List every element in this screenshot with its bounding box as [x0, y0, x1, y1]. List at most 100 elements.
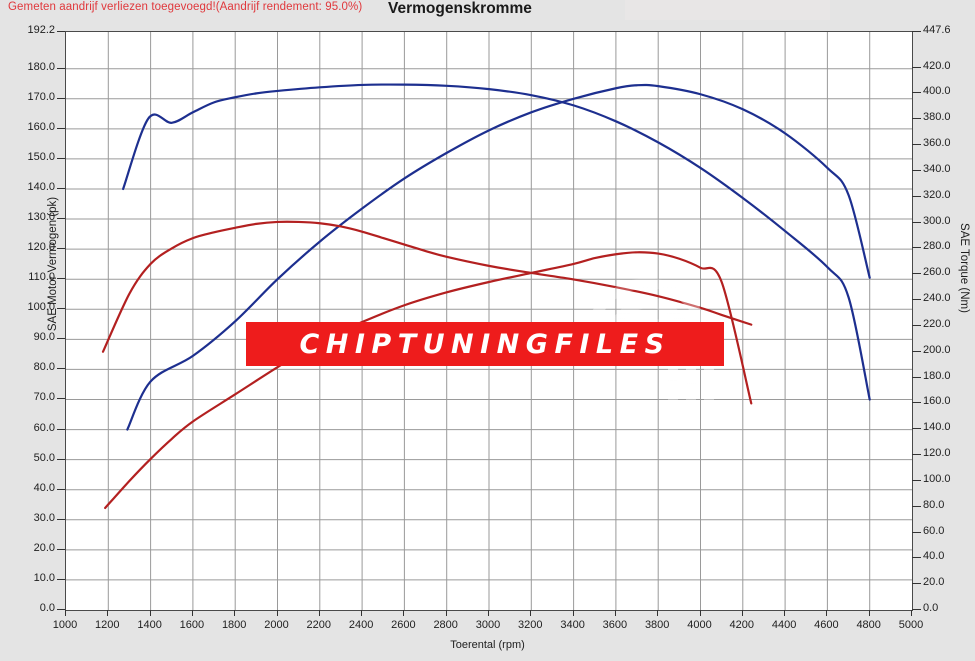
y-tick-label-right: 140.0 — [923, 421, 951, 434]
y-tick-mark-left — [57, 518, 65, 520]
series-line — [126, 83, 871, 431]
x-tick-mark — [784, 610, 786, 616]
y-tick-label-right: 80.0 — [923, 498, 945, 511]
plot-area — [65, 31, 913, 611]
y-tick-label-right: 300.0 — [923, 214, 951, 227]
y-tick-label-right: 280.0 — [923, 240, 951, 253]
y-tick-label-right: 260.0 — [923, 266, 951, 279]
y-tick-mark-right — [912, 169, 921, 171]
y-tick-mark-left — [57, 127, 65, 129]
x-tick-label: 2200 — [306, 619, 332, 631]
y-tick-label-left: 10.0 — [33, 571, 55, 584]
y-tick-mark-left — [57, 609, 65, 610]
x-tick-label: 5000 — [898, 619, 924, 631]
x-tick-label: 3600 — [602, 619, 628, 631]
y-tick-label-left: 90.0 — [33, 331, 55, 344]
y-tick-mark-left — [57, 578, 65, 580]
x-tick-label: 3000 — [475, 619, 501, 631]
x-tick-mark — [826, 610, 828, 616]
y-tick-mark-left — [57, 548, 65, 550]
y-tick-mark-right — [912, 428, 921, 430]
y-tick-mark-left — [57, 97, 65, 99]
y-tick-label-left: 70.0 — [33, 391, 55, 404]
y-tick-label-right: 20.0 — [923, 576, 945, 589]
y-tick-mark-left — [57, 308, 65, 310]
legend-placeholder-box — [625, 0, 830, 20]
y-tick-mark-right — [912, 92, 921, 94]
x-tick-label: 3200 — [518, 619, 543, 631]
y-tick-label-left: 180.0 — [27, 60, 55, 73]
y-tick-mark-left — [57, 248, 65, 250]
y-tick-mark-left — [57, 338, 65, 340]
y-tick-label-right: 340.0 — [923, 162, 951, 175]
y-tick-label-right: 180.0 — [923, 369, 951, 382]
y-tick-mark-right — [912, 247, 921, 249]
x-tick-mark — [657, 610, 659, 616]
x-tick-mark — [530, 610, 532, 616]
y-tick-mark-right — [912, 376, 921, 378]
y-tick-mark-left — [57, 157, 65, 159]
y-tick-label-right: 380.0 — [923, 111, 951, 124]
y-tick-label-left: 110.0 — [28, 271, 55, 284]
page-title: Vermogenskromme — [388, 0, 532, 17]
y-tick-mark-right — [912, 144, 921, 146]
y-tick-mark-left — [57, 458, 65, 460]
y-tick-label-left: 130.0 — [27, 211, 55, 224]
y-tick-label-right: 220.0 — [923, 317, 951, 330]
y-tick-mark-right — [912, 505, 921, 507]
x-tick-mark — [868, 610, 870, 616]
y-tick-mark-right — [912, 609, 921, 610]
y-tick-mark-right — [912, 221, 921, 223]
y-tick-mark-right — [912, 118, 921, 120]
y-tick-label-left: 40.0 — [33, 481, 55, 494]
x-tick-mark — [191, 610, 193, 616]
y-tick-label-left: 100.0 — [27, 301, 55, 314]
y-tick-mark-left — [57, 398, 65, 400]
y-tick-label-right: 360.0 — [923, 137, 951, 150]
y-tick-label-right: 240.0 — [923, 292, 951, 305]
y-tick-label-left: 160.0 — [27, 120, 55, 133]
x-tick-mark — [614, 610, 616, 616]
x-tick-mark — [403, 610, 405, 616]
y-tick-label-left: 0.0 — [39, 602, 55, 614]
y-tick-label-left: 80.0 — [33, 361, 55, 374]
y-tick-mark-left — [57, 368, 65, 370]
y-tick-mark-left — [57, 488, 65, 490]
x-tick-label: 1800 — [221, 619, 247, 631]
y-tick-mark-right — [912, 66, 921, 68]
y-tick-mark-right — [912, 273, 921, 275]
y-tick-mark-left — [57, 187, 65, 189]
chiptuningfiles-watermark-banner: CHIPTUNINGFILES — [246, 322, 724, 366]
series-line — [122, 83, 871, 401]
y-tick-label-left: 120.0 — [27, 241, 55, 254]
y-tick-mark-right — [912, 557, 921, 559]
x-tick-label: 4800 — [856, 619, 881, 631]
y-tick-label-right: 420.0 — [923, 59, 951, 72]
watermark-text: CHIPTUNINGFILES — [299, 328, 671, 360]
x-tick-mark — [911, 610, 912, 616]
y-tick-label-right: 320.0 — [923, 188, 951, 201]
y-tick-label-right: 160.0 — [923, 395, 951, 408]
grid-lines — [66, 32, 912, 610]
x-tick-label: 1200 — [95, 619, 120, 631]
x-tick-label: 1400 — [137, 619, 162, 631]
y-tick-mark-right — [912, 402, 921, 404]
y-tick-mark-right — [912, 583, 921, 585]
x-tick-label: 1000 — [52, 619, 78, 631]
y-tick-mark-right — [912, 195, 921, 197]
y-tick-label-right: 100.0 — [923, 472, 951, 485]
y-tick-label-left: 170.0 — [27, 90, 55, 103]
y-tick-mark-right — [912, 454, 921, 456]
curves-canvas — [66, 32, 912, 610]
x-tick-label: 1600 — [179, 619, 205, 631]
x-tick-mark — [276, 610, 278, 616]
y-tick-mark-right — [912, 31, 921, 32]
y-tick-mark-right — [912, 350, 921, 352]
x-tick-label: 4400 — [771, 619, 797, 631]
y-tick-label-left: 192.2 — [27, 24, 55, 36]
y-tick-label-right: 60.0 — [923, 524, 945, 537]
x-tick-mark — [488, 610, 489, 616]
x-tick-mark — [318, 610, 320, 616]
y-tick-mark-left — [57, 218, 65, 220]
y-tick-mark-right — [912, 324, 921, 326]
